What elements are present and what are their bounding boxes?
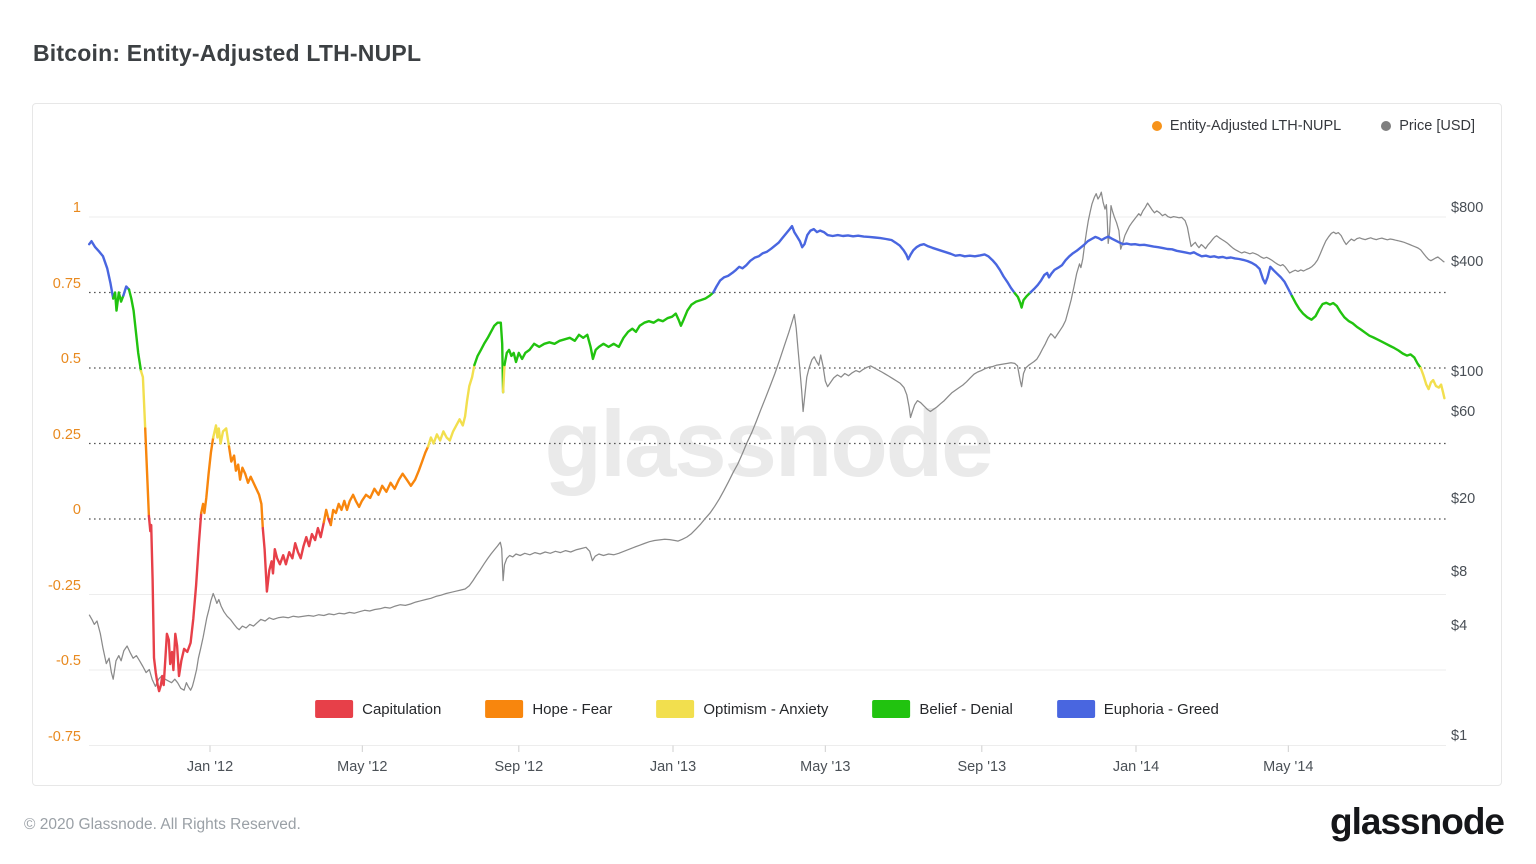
nupl-line-segment[interactable]	[501, 363, 506, 394]
capitulation-swatch-icon	[315, 700, 354, 718]
x-axis-tick-label: Jan '12	[186, 759, 234, 775]
legend-label: Optimism - Anxiety	[703, 700, 829, 718]
left-axis-tick-label: -0.25	[47, 577, 81, 594]
left-axis-tick-label: 1	[72, 200, 81, 216]
right-axis-tick-label: $60	[1451, 404, 1476, 421]
price-series-d ot-icon	[1381, 121, 1392, 131]
nupl-line-segment[interactable]	[227, 445, 265, 530]
x-axis-tick-label: Sep '12	[494, 759, 544, 775]
nupl-line-segment[interactable]	[122, 285, 131, 297]
nupl-line-segment[interactable]	[127, 288, 143, 373]
left-axis-tick-label: 0.25	[52, 426, 81, 443]
nupl-line-segment[interactable]	[329, 445, 430, 527]
nupl-line-segment[interactable]	[503, 291, 715, 367]
nupl-series-dot-icon	[1151, 121, 1162, 131]
legend-item-capitulation[interactable]: Capitulation	[315, 700, 441, 718]
nupl-line-segment[interactable]	[712, 224, 1016, 295]
left-axis-tick-label: -0.75	[47, 728, 81, 745]
chart-plot-area[interactable]	[33, 104, 1501, 785]
left-axis-tick-label: 0.5	[60, 351, 81, 367]
nupl-line-segment[interactable]	[211, 424, 231, 448]
x-axis-tick-label: May '12	[337, 759, 388, 775]
nupl-line-segment[interactable]	[1419, 366, 1446, 400]
optimism-anxiety-swatch-icon	[656, 700, 695, 718]
legend-item-euphoria-greed[interactable]: Euphoria - Greed	[1056, 700, 1219, 718]
chart-card: glassnode Entity-Adjusted LTH-NUPL Price…	[32, 103, 1502, 786]
x-axis-tick-label: May '14	[1263, 759, 1314, 775]
nupl-line-segment[interactable]	[473, 321, 505, 394]
legend-label: Entity-Adjusted LTH-NUPL	[1169, 118, 1342, 134]
right-axis-tick-label: $4	[1451, 618, 1468, 635]
nupl-line-segment[interactable]	[261, 520, 326, 593]
legend-item-optimism-anxiety[interactable]: Optimism - Anxiety	[656, 700, 828, 718]
nupl-line-segment[interactable]	[147, 511, 203, 693]
legend-label: Euphoria - Greed	[1103, 700, 1219, 718]
legend-label: Price [USD]	[1399, 118, 1475, 134]
legend-item-lth-nupl[interactable]: Entity-Adjusted LTH-NUPL	[1151, 118, 1342, 134]
right-axis-tick-label: $800	[1451, 199, 1484, 216]
legend-label: Capitulation	[362, 700, 442, 718]
regime-legend: Capitulation Hope - Fear Optimism - Anxi…	[315, 700, 1219, 718]
euphoria-greed-swatch-icon	[1056, 700, 1095, 718]
right-axis-tick-label: $1	[1451, 728, 1468, 744]
nupl-line-segment[interactable]	[139, 369, 147, 430]
legend-item-price-usd[interactable]: Price [USD]	[1381, 118, 1475, 134]
nupl-line-segment[interactable]	[1029, 235, 1294, 298]
belief-denial-swatch-icon	[872, 700, 911, 718]
nupl-line-segment[interactable]	[111, 291, 125, 312]
page-title: Bitcoin: Entity-Adjusted LTH-NUPL	[33, 40, 422, 66]
series-legend: Entity-Adjusted LTH-NUPL Price [USD]	[1151, 118, 1475, 134]
legend-label: Hope - Fear	[532, 700, 613, 718]
nupl-line-segment[interactable]	[199, 436, 215, 515]
nupl-line-segment[interactable]	[88, 239, 115, 300]
right-axis-tick-label: $100	[1451, 364, 1484, 380]
right-axis-tick-label: $400	[1451, 254, 1484, 271]
x-axis-tick-label: Jan '14	[1112, 759, 1160, 775]
hope-fear-swatch-icon	[485, 700, 524, 718]
nupl-line-segment[interactable]	[1290, 294, 1422, 370]
right-axis-tick-label: $20	[1451, 491, 1476, 508]
x-axis-tick-label: Sep '13	[957, 759, 1007, 775]
nupl-line-segment[interactable]	[143, 427, 151, 518]
glassnode-logo[interactable]: glassnode	[1330, 801, 1505, 842]
legend-label: Belief - Denial	[919, 700, 1013, 718]
right-axis-tick-label: $8	[1451, 563, 1468, 580]
price-line[interactable]	[88, 191, 1445, 691]
nupl-line-segment[interactable]	[426, 363, 476, 448]
nupl-line-segment[interactable]	[1013, 291, 1032, 309]
copyright-text: © 2020 Glassnode. All Rights Reserved.	[24, 816, 301, 833]
left-axis-tick-label: 0.75	[52, 275, 81, 292]
nupl-line-segment[interactable]	[322, 508, 330, 524]
left-axis-tick-label: 0	[72, 502, 81, 518]
left-axis-tick-label: -0.5	[56, 653, 81, 669]
legend-item-belief-denial[interactable]: Belief - Denial	[872, 700, 1013, 718]
legend-item-hope-fear[interactable]: Hope - Fear	[485, 700, 612, 718]
x-axis-tick-label: May '13	[800, 759, 851, 775]
x-axis-tick-label: Jan '13	[649, 759, 697, 775]
